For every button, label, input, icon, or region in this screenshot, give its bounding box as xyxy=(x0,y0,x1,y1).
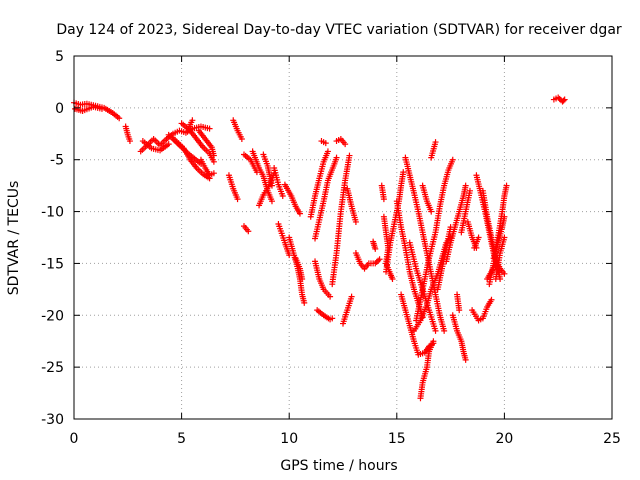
data-point xyxy=(348,293,355,300)
data-point xyxy=(372,245,379,252)
y-tick-label: -30 xyxy=(41,412,64,428)
chart-title: Day 124 of 2023, Sidereal Day-to-day VTE… xyxy=(56,22,622,38)
x-axis-label: GPS time / hours xyxy=(280,458,397,474)
y-tick-labels: 5 0 -5 -10 -15 -20 -25 -30 xyxy=(41,49,64,428)
data-point xyxy=(126,138,133,145)
data-point xyxy=(329,315,336,322)
data-point xyxy=(206,125,213,132)
data-point xyxy=(462,182,469,189)
data-point xyxy=(234,196,241,203)
data-point xyxy=(333,154,340,161)
axis-ticks xyxy=(73,55,613,420)
data-point xyxy=(389,275,396,282)
data-point xyxy=(380,196,387,203)
data-point xyxy=(501,234,508,241)
x-tick-label: 10 xyxy=(280,431,298,447)
data-point xyxy=(428,208,435,215)
x-tick-label: 0 xyxy=(70,431,79,447)
data-point xyxy=(441,327,448,334)
data-point xyxy=(492,260,499,267)
data-point xyxy=(210,158,217,165)
data-point xyxy=(210,152,217,159)
y-tick-label: -15 xyxy=(41,256,64,272)
y-tick-label: -10 xyxy=(41,205,64,221)
data-point xyxy=(98,105,105,112)
data-point xyxy=(210,170,217,177)
x-tick-labels: 0 5 10 15 20 25 xyxy=(70,431,621,447)
data-point xyxy=(432,139,439,146)
data-point xyxy=(376,256,383,263)
data-point xyxy=(189,117,196,124)
data-point xyxy=(560,97,567,104)
data-point xyxy=(373,259,380,266)
data-point xyxy=(462,356,469,363)
x-tick-label: 5 xyxy=(177,431,186,447)
x-tick-label: 20 xyxy=(495,431,513,447)
data-point xyxy=(475,234,482,241)
data-point xyxy=(466,187,473,194)
data-point xyxy=(432,327,439,334)
data-point xyxy=(301,299,308,306)
y-axis-label: SDTVAR / TECUs xyxy=(6,181,22,296)
data-point xyxy=(296,210,303,217)
data-point xyxy=(501,270,508,277)
data-point xyxy=(245,228,252,235)
data-point xyxy=(375,257,382,264)
data-point xyxy=(342,141,349,148)
data-point xyxy=(322,140,329,147)
data-point xyxy=(561,96,568,103)
data-point xyxy=(400,169,407,176)
data-point xyxy=(430,338,437,345)
data-points xyxy=(71,94,568,402)
data-point xyxy=(279,193,286,200)
data-point xyxy=(268,182,275,189)
data-point xyxy=(238,135,245,142)
data-point xyxy=(488,296,495,303)
grid xyxy=(74,56,612,419)
y-tick-label: 0 xyxy=(55,101,64,117)
data-point xyxy=(327,293,334,300)
y-tick-label: 5 xyxy=(55,49,64,65)
y-tick-label: -5 xyxy=(50,153,64,169)
data-point xyxy=(346,152,353,159)
y-tick-label: -25 xyxy=(41,360,64,376)
x-tick-label: 15 xyxy=(388,431,406,447)
data-point xyxy=(116,115,123,122)
data-point xyxy=(165,141,172,148)
x-tick-label: 25 xyxy=(603,431,621,447)
data-point xyxy=(503,182,510,189)
data-point xyxy=(456,307,463,314)
data-point xyxy=(299,275,306,282)
plot-frame xyxy=(73,55,613,420)
data-point xyxy=(352,218,359,225)
y-tick-label: -20 xyxy=(41,308,64,324)
data-point xyxy=(268,198,275,205)
data-point xyxy=(449,156,456,163)
data-point xyxy=(324,148,331,155)
